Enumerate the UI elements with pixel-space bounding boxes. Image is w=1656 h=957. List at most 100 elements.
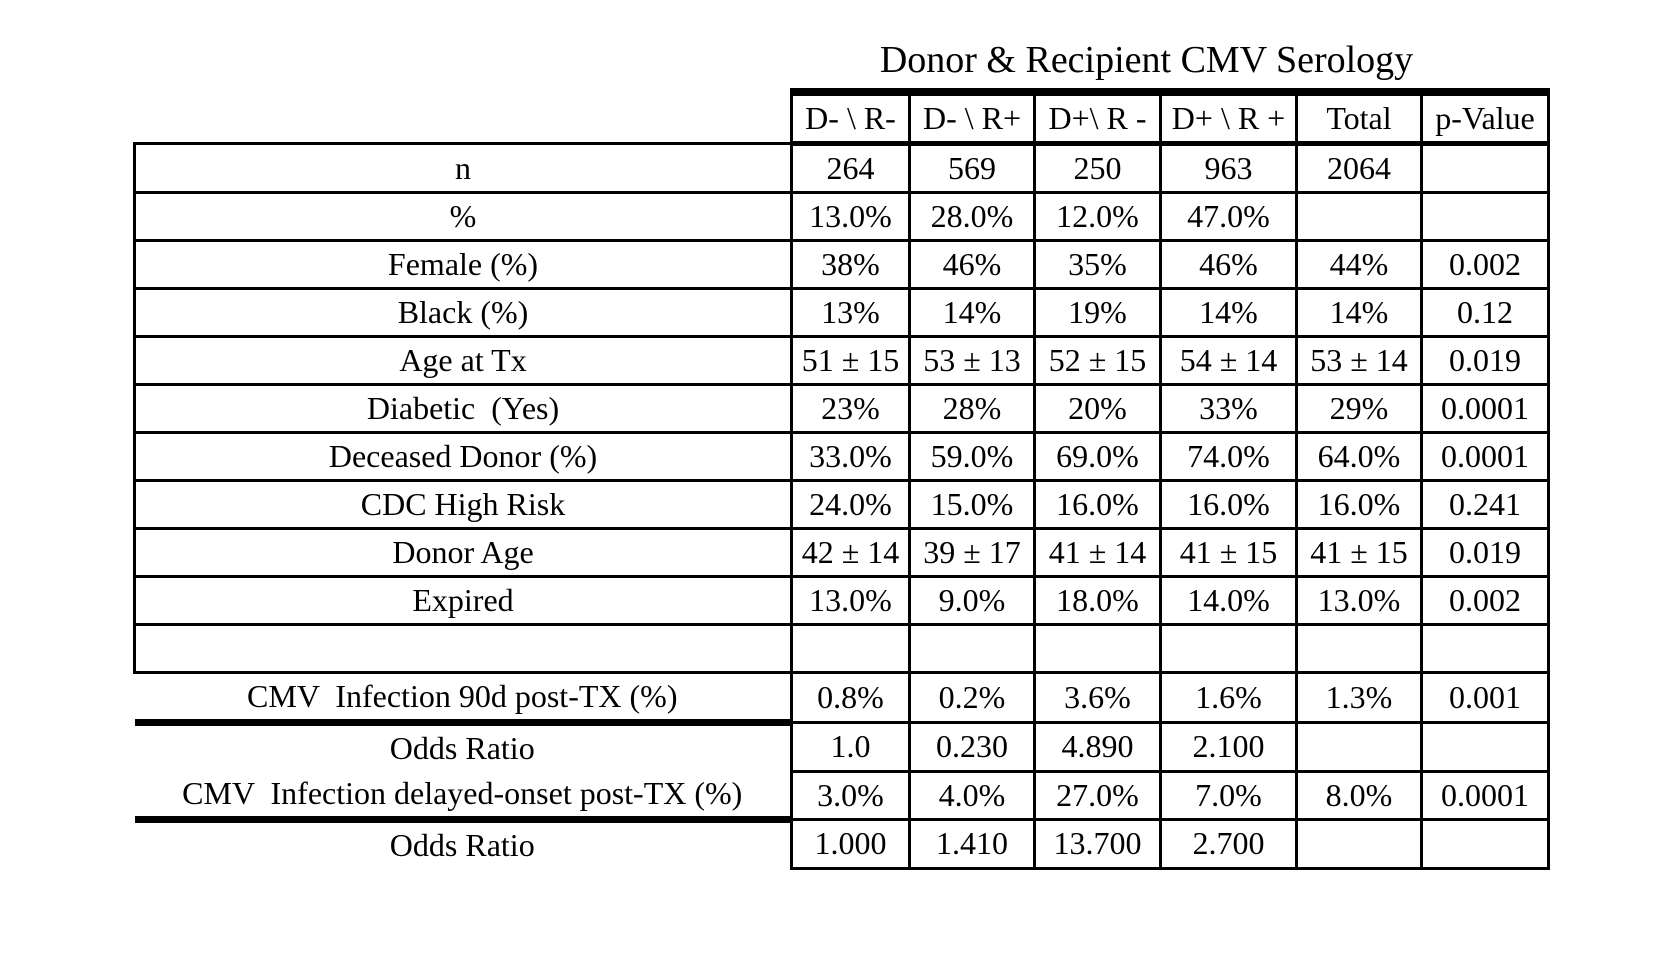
data-cell: 1.3% — [1295, 671, 1423, 724]
data-cell: 569 — [908, 142, 1036, 194]
data-cell: 28% — [908, 383, 1036, 434]
data-cell — [790, 623, 911, 674]
header-cell-d-pos-r-neg: D+\ R - — [1033, 88, 1162, 146]
row-label: Expired — [133, 575, 793, 626]
row-label: Diabetic (Yes) — [133, 383, 793, 434]
data-cell — [1420, 623, 1550, 674]
data-cell: 13.0% — [790, 191, 911, 242]
data-cell: 1.410 — [908, 818, 1036, 870]
data-cell: 13.700 — [1033, 818, 1162, 870]
data-cell: 963 — [1159, 142, 1298, 194]
data-cell — [1420, 142, 1550, 194]
table-row-cmv-infection-delayed: CMV Infection delayed-onset post-TX (%) … — [134, 769, 1550, 823]
header-cell-d-neg-r-pos: D- \ R+ — [908, 88, 1036, 146]
data-cell: 1.0 — [790, 721, 911, 773]
row-label: % — [133, 191, 793, 242]
table-row-cdc-high-risk: CDC High Risk 24.0% 15.0% 16.0% 16.0% 16… — [133, 479, 1550, 530]
data-cell: 2064 — [1295, 142, 1423, 194]
table-row-spacer — [133, 623, 1550, 674]
data-cell: 52 ± 15 — [1033, 335, 1162, 386]
row-label: Odds Ratio — [389, 827, 535, 863]
data-cell: 1.000 — [790, 818, 911, 870]
table-row-black: Black (%) 13% 14% 19% 14% 14% 0.12 — [133, 287, 1550, 338]
table-row-expired: Expired 13.0% 9.0% 18.0% 14.0% 13.0% 0.0… — [133, 575, 1550, 626]
data-cell: 0.241 — [1420, 479, 1550, 530]
data-cell: 14% — [1159, 287, 1298, 338]
data-cell-bold-odds-ratio: 4.890 — [1033, 721, 1162, 773]
data-cell — [908, 623, 1036, 674]
row-label: Donor Age — [133, 527, 793, 578]
data-cell: 0.0001 — [1420, 383, 1550, 434]
data-cell: 29% — [1295, 383, 1423, 434]
data-cell: 41 ± 15 — [1295, 527, 1423, 578]
data-cell: 7.0% — [1159, 769, 1298, 821]
row-label: CMV Infection 90d post-TX (%) — [134, 672, 792, 726]
data-cell: 14.0% — [1159, 575, 1298, 626]
data-cell: 33.0% — [790, 431, 911, 482]
data-cell: 33% — [1159, 383, 1298, 434]
row-label: n — [133, 142, 793, 194]
table-row-deceased-donor: Deceased Donor (%) 33.0% 59.0% 69.0% 74.… — [133, 431, 1550, 482]
data-cell: 0.019 — [1420, 335, 1550, 386]
data-cell: 74.0% — [1159, 431, 1298, 482]
data-cell: 24.0% — [790, 479, 911, 530]
table-row-diabetic: Diabetic (Yes) 23% 28% 20% 33% 29% 0.000… — [133, 383, 1550, 434]
data-cell: 54 ± 14 — [1159, 335, 1298, 386]
data-cell — [1420, 191, 1550, 242]
data-cell: 0.230 — [908, 721, 1036, 773]
header-cell-p-value: p-Value — [1420, 88, 1550, 146]
table-title: Donor & Recipient CMV Serology — [879, 39, 1414, 81]
data-cell: 53 ± 14 — [1295, 335, 1423, 386]
data-cell: 42 ± 14 — [790, 527, 911, 578]
table-row-female: Female (%) 38% 46% 35% 46% 44% 0.002 — [133, 239, 1550, 290]
data-cell — [1420, 721, 1550, 773]
data-cell: 44% — [1295, 239, 1423, 290]
data-cell — [1295, 818, 1423, 870]
data-cell: 35% — [1033, 239, 1162, 290]
table-row-percent: % 13.0% 28.0% 12.0% 47.0% — [133, 191, 1550, 242]
data-cell: 16.0% — [1033, 479, 1162, 530]
data-cell: 9.0% — [908, 575, 1036, 626]
data-cell: 14% — [908, 287, 1036, 338]
data-cell: 59.0% — [908, 431, 1036, 482]
data-cell: 39 ± 17 — [908, 527, 1036, 578]
data-cell: 28.0% — [908, 191, 1036, 242]
data-cell: 1.6% — [1159, 671, 1298, 724]
data-cell: 16.0% — [1295, 479, 1423, 530]
table-row-donor-age: Donor Age 42 ± 14 39 ± 17 41 ± 14 41 ± 1… — [133, 527, 1550, 578]
row-label: Deceased Donor (%) — [133, 431, 793, 482]
data-cell: 38% — [790, 239, 911, 290]
data-cell: 0.8% — [790, 671, 911, 724]
data-cell: 46% — [908, 239, 1036, 290]
data-cell — [1295, 623, 1423, 674]
data-cell-bold-p-value: 0.002 — [1420, 575, 1550, 626]
data-cell: 27.0% — [1033, 769, 1162, 821]
data-cell: 0.0001 — [1420, 431, 1550, 482]
header-cell-d-neg-r-neg: D- \ R- — [790, 88, 911, 146]
data-cell: 15.0% — [908, 479, 1036, 530]
data-cell — [1295, 191, 1423, 242]
table-row-cmv-infection-90d: CMV Infection 90d post-TX (%) 0.8% 0.2% … — [134, 671, 1550, 726]
header-cell-d-pos-r-pos: D+ \ R + — [1159, 88, 1298, 146]
data-cell: 0.2% — [908, 671, 1036, 724]
table-row-n: n 264 569 250 963 2064 — [133, 142, 1550, 194]
row-label: Age at Tx — [133, 335, 793, 386]
data-cell — [1420, 818, 1550, 870]
data-cell: 12.0% — [1033, 191, 1162, 242]
row-label: CDC High Risk — [133, 479, 793, 530]
data-cell: 13.0% — [1295, 575, 1423, 626]
data-cell: 264 — [790, 142, 911, 194]
data-cell — [1159, 623, 1298, 674]
table-row-odds-ratio-90d: Odds Ratio 1.0 0.230 4.890 2.100 — [135, 721, 1550, 773]
data-cell: 250 — [1033, 142, 1162, 194]
row-label: Odds Ratio — [389, 730, 535, 766]
data-cell: 0.019 — [1420, 527, 1550, 578]
data-cell: 41 ± 15 — [1159, 527, 1298, 578]
data-cell: 46% — [1159, 239, 1298, 290]
data-cell: 2.100 — [1159, 721, 1298, 773]
data-cell: 0.12 — [1420, 287, 1550, 338]
data-cell: 3.0% — [790, 769, 911, 821]
data-cell: 8.0% — [1295, 769, 1423, 821]
row-label: CMV Infection delayed-onset post-TX (%) — [134, 771, 792, 823]
